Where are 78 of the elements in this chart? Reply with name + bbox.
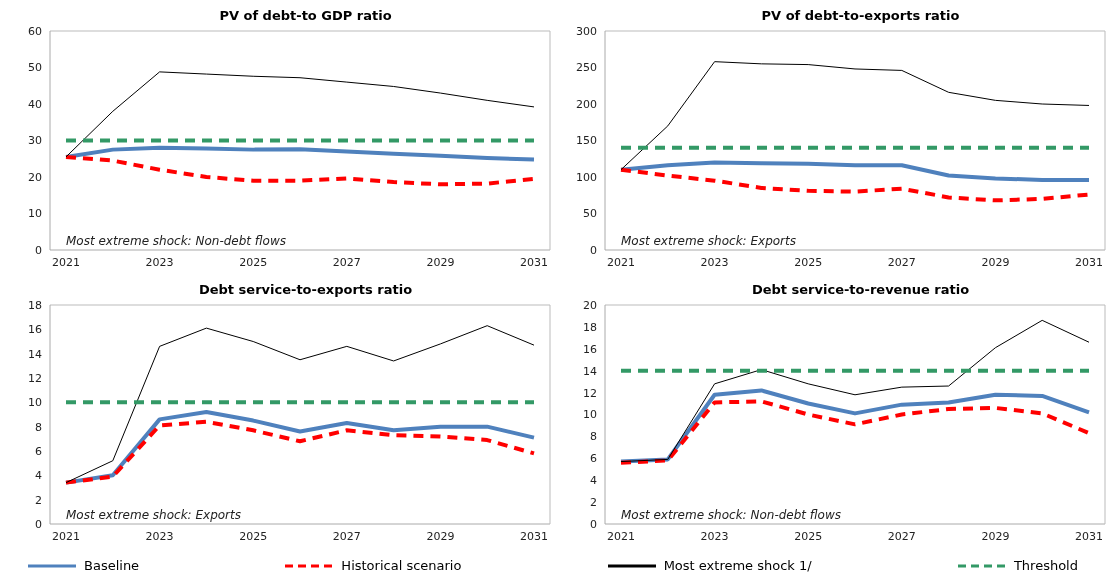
x-tick-label: 2021: [52, 255, 80, 269]
y-tick-label: 150: [576, 134, 597, 148]
x-tick-label: 2027: [887, 529, 916, 543]
x-tick-label: 2029: [426, 529, 455, 543]
y-tick-label: 0: [590, 243, 597, 257]
y-tick-label: 2: [35, 493, 42, 507]
x-tick-label: 2021: [607, 529, 635, 543]
legend-label: Threshold: [1013, 558, 1078, 573]
y-tick-label: 2: [590, 496, 597, 510]
y-tick-label: 4: [590, 474, 597, 488]
y-tick-label: 14: [583, 364, 597, 378]
y-tick-label: 12: [28, 371, 42, 385]
x-tick-label: 2031: [1075, 529, 1103, 543]
x-tick-label: 2029: [981, 255, 1010, 269]
y-tick-label: 200: [576, 97, 597, 111]
y-tick-label: 40: [28, 97, 42, 111]
annotation: Most extreme shock: Non-debt flows: [621, 508, 842, 522]
line-series: [65, 71, 535, 158]
y-tick-label: 4: [35, 469, 42, 483]
legend-label: Most extreme shock 1/: [663, 558, 812, 573]
x-tick-label: 2023: [700, 529, 729, 543]
y-tick-label: 10: [28, 207, 42, 221]
x-tick-label: 2031: [520, 255, 548, 269]
y-tick-label: 0: [35, 517, 42, 531]
chart-title: PV of debt-to GDP ratio: [218, 8, 393, 25]
y-tick-label: 14: [28, 347, 42, 361]
annotation: Most extreme shock: Exports: [621, 234, 796, 248]
chart-title: Debt service-to-revenue ratio: [750, 282, 971, 299]
x-tick-label: 2031: [520, 529, 548, 543]
x-tick-label: 2027: [887, 255, 916, 269]
y-tick-label: 0: [35, 243, 42, 257]
x-tick-label: 2023: [145, 529, 174, 543]
chart-title: PV of debt-to-exports ratio: [760, 8, 961, 25]
y-tick-label: 18: [28, 298, 42, 312]
y-tick-label: 18: [583, 320, 597, 334]
line-series: [64, 154, 536, 187]
y-tick-label: 6: [590, 452, 597, 466]
y-tick-label: 20: [28, 170, 42, 184]
y-tick-label: 250: [576, 61, 597, 75]
line-series: [619, 167, 1091, 203]
x-tick-label: 2027: [332, 529, 361, 543]
x-tick-label: 2021: [607, 255, 635, 269]
y-tick-label: 60: [28, 24, 42, 38]
x-tick-label: 2029: [981, 529, 1010, 543]
line-series: [620, 61, 1090, 171]
x-tick-label: 2025: [794, 255, 823, 269]
x-tick-label: 2025: [794, 529, 823, 543]
y-tick-label: 6: [35, 444, 42, 458]
legend-label: Baseline: [84, 558, 140, 573]
x-tick-label: 2023: [700, 255, 729, 269]
y-tick-label: 8: [35, 420, 42, 434]
y-tick-label: 0: [590, 517, 597, 531]
x-tick-label: 2025: [239, 529, 268, 543]
x-tick-label: 2023: [145, 255, 174, 269]
x-tick-label: 2021: [52, 529, 80, 543]
y-tick-label: 16: [583, 342, 597, 356]
legend-label: Historical scenario: [341, 558, 462, 573]
y-tick-label: 10: [28, 396, 42, 410]
line-series: [620, 319, 1090, 463]
y-tick-label: 50: [583, 207, 597, 221]
y-tick-label: 10: [583, 408, 597, 422]
y-tick-label: 30: [28, 134, 42, 148]
annotation: Most extreme shock: Non-debt flows: [66, 234, 287, 248]
x-tick-label: 2027: [332, 255, 361, 269]
y-tick-label: 12: [583, 386, 597, 400]
annotation: Most extreme shock: Exports: [66, 508, 241, 522]
y-tick-label: 20: [583, 298, 597, 312]
y-tick-label: 300: [576, 24, 597, 38]
x-tick-label: 2029: [426, 255, 455, 269]
y-tick-label: 100: [576, 170, 597, 184]
line-series: [65, 325, 535, 484]
x-tick-label: 2031: [1075, 255, 1103, 269]
y-tick-label: 50: [28, 61, 42, 75]
y-tick-label: 16: [28, 323, 42, 337]
y-tick-label: 8: [590, 430, 597, 444]
x-tick-label: 2025: [239, 255, 268, 269]
line-series: [619, 399, 1091, 465]
chart-title: Debt service-to-exports ratio: [197, 282, 414, 299]
